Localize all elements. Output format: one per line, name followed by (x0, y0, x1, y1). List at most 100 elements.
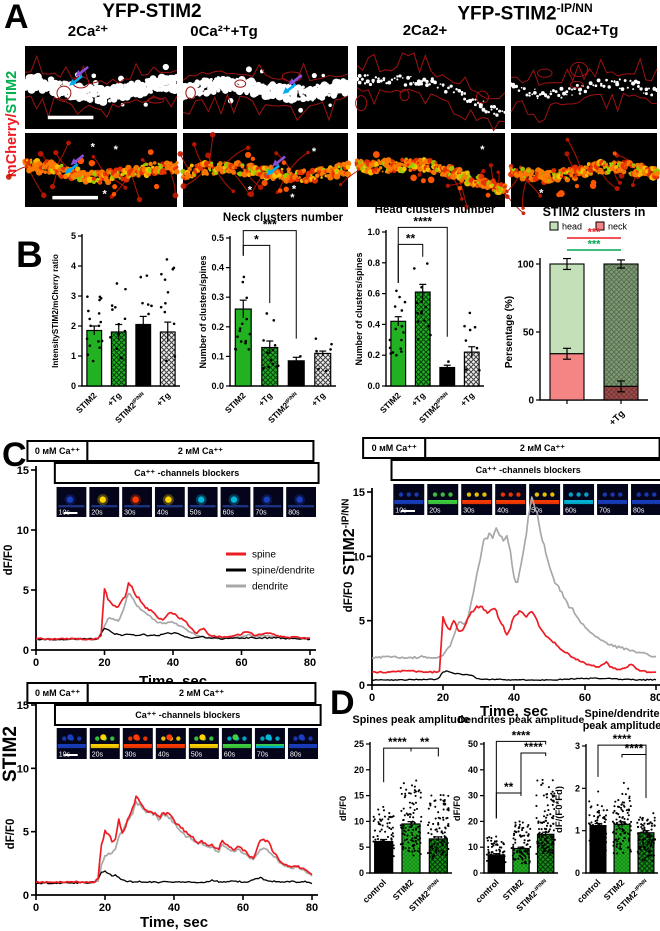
svg-text:25: 25 (354, 739, 364, 749)
svg-text:40s: 40s (158, 752, 170, 759)
svg-text:Head clusters number: Head clusters number (375, 204, 496, 216)
svg-text:***: *** (588, 239, 602, 251)
svg-text:1: 1 (71, 351, 76, 361)
svg-text:80: 80 (650, 692, 660, 704)
mcherry-label: mCherry (4, 117, 20, 178)
microscopy-mask-ipnn-2ca (354, 46, 507, 132)
svg-text:3: 3 (71, 291, 76, 301)
panel-a-label: A (4, 0, 29, 36)
svg-text:60: 60 (235, 657, 247, 669)
condition-label-2ca: 2Ca²⁺ (67, 23, 109, 40)
spines-peak-chart: Spines peak amplitude 0 5 10 15 20 25 dF/F0 cont… (338, 714, 470, 913)
svg-text:60s: 60s (565, 508, 577, 515)
svg-text:*: * (312, 146, 317, 158)
svg-text:80s: 80s (633, 508, 645, 515)
svg-text:dF/F0: dF/F0 (452, 796, 463, 821)
svg-text:1: 1 (575, 826, 580, 836)
svg-text:STIM2: STIM2 (378, 390, 403, 415)
svg-text:0: 0 (528, 396, 534, 407)
svg-text:20s: 20s (91, 510, 103, 517)
svg-text:0: 0 (359, 680, 365, 692)
svg-text:**: ** (420, 735, 430, 749)
svg-text:spine: spine (252, 550, 276, 561)
svg-text:spine/dendrite: spine/dendrite (252, 566, 315, 577)
svg-text:0: 0 (23, 890, 29, 902)
svg-text:5: 5 (359, 616, 365, 628)
svg-text:***: *** (588, 227, 602, 239)
svg-text:STIM2 clusters in: STIM2 clusters in (543, 205, 646, 219)
svg-text:peak amplitude: peak amplitude (583, 720, 660, 732)
stim2-label: STIM2 (4, 70, 20, 114)
svg-text:****: **** (524, 740, 543, 754)
svg-text:40: 40 (468, 765, 478, 775)
svg-text:*: * (102, 188, 107, 200)
microscopy-fluor-stim2-0ca-tg: **** (177, 131, 352, 207)
svg-text:STIM2: STIM2 (74, 390, 99, 415)
microscopy-fluor-ipnn-2ca: * (338, 133, 526, 216)
svg-text:*: * (539, 188, 544, 200)
svg-text:30s: 30s (125, 752, 137, 759)
svg-text:***: *** (263, 218, 277, 232)
svg-text:30s: 30s (124, 510, 136, 517)
panel-d-label: D (330, 684, 355, 722)
svg-text:2 мM Ca⁺⁺: 2 мM Ca⁺⁺ (520, 443, 565, 453)
svg-text:60s: 60s (223, 510, 235, 517)
svg-text:+Tg: +Tg (458, 390, 476, 408)
svg-text:Persentage (%): Persentage (%) (504, 296, 515, 368)
svg-text:+Tg: +Tg (154, 390, 172, 408)
svg-text:dF/(F0*Fd): dF/(F0*Fd) (554, 786, 565, 833)
svg-text:40: 40 (167, 657, 179, 669)
svg-text:Time, sec: Time, sec (480, 703, 548, 720)
svg-text:20: 20 (437, 692, 449, 704)
microscopy-mask-stim2-2ca (21, 46, 181, 129)
svg-text:2 мM Ca⁺⁺: 2 мM Ca⁺⁺ (179, 688, 224, 698)
svg-text:10: 10 (468, 842, 478, 852)
svg-text:****: **** (625, 741, 644, 755)
svg-text:20: 20 (99, 902, 111, 914)
channel-row-label: mCherry/STIM2 (4, 44, 20, 204)
svg-text:Spine/dendrite: Spine/dendrite (585, 708, 660, 720)
svg-text:****: **** (388, 735, 407, 749)
svg-text:0.2: 0.2 (211, 322, 224, 332)
svg-text:*: * (292, 183, 297, 195)
microscopy-mask-ipnn-0ca-tg (509, 46, 659, 129)
svg-text:10s: 10s (395, 508, 407, 515)
svg-text:40: 40 (168, 902, 180, 914)
svg-text:60s: 60s (224, 752, 236, 759)
svg-text:80: 80 (304, 657, 316, 669)
svg-text:Dendrites peak amplitude: Dendrites peak amplitude (458, 715, 585, 726)
svg-text:2: 2 (71, 321, 76, 331)
svg-text:0.3: 0.3 (211, 292, 224, 302)
dendrites-peak-chart: Dendrites peak amplitude01020304050dF/F0… (452, 715, 584, 913)
calcium-trace-stim2-chart: 0 5 10 15 0 20 40 60 80 Time, sec dF/F0 STIM2 0 мM C… (0, 682, 322, 931)
svg-text:10: 10 (17, 525, 29, 537)
svg-text:*: * (254, 232, 259, 246)
svg-text:0.6: 0.6 (367, 289, 380, 299)
svg-text:30: 30 (468, 791, 478, 801)
svg-text:dF/F0: dF/F0 (343, 582, 355, 613)
svg-text:40s: 40s (497, 508, 509, 515)
svg-text:10: 10 (17, 763, 29, 775)
svg-text:STIM2: STIM2 (223, 390, 248, 415)
svg-text:control: control (473, 877, 500, 904)
svg-text:50s: 50s (190, 510, 202, 517)
svg-text:*: * (114, 144, 119, 156)
svg-text:*: * (290, 192, 295, 204)
svg-text:0: 0 (473, 868, 478, 878)
svg-text:0: 0 (369, 692, 375, 704)
svg-text:0.5: 0.5 (211, 233, 224, 243)
svg-text:20s: 20s (92, 752, 104, 759)
condition-label-2ca-ipnn: 2Ca2+ (402, 22, 448, 39)
svg-text:+Tg: +Tg (105, 390, 123, 408)
svg-text:Neck clusters number: Neck clusters number (223, 212, 344, 224)
svg-text:0.0: 0.0 (211, 381, 224, 391)
intensity-ratio-chart: 0 1 2 3 4 5 IntensitySTIM2/mCherry ratio STIM2 +… (51, 231, 180, 425)
svg-text:Spines peak amplitude: Spines peak amplitude (353, 714, 470, 726)
svg-text:20: 20 (468, 816, 478, 826)
svg-text:0: 0 (23, 645, 29, 657)
slash-separator: / (4, 113, 20, 118)
svg-text:+Tg: +Tg (409, 390, 427, 408)
svg-text:20: 20 (98, 657, 110, 669)
